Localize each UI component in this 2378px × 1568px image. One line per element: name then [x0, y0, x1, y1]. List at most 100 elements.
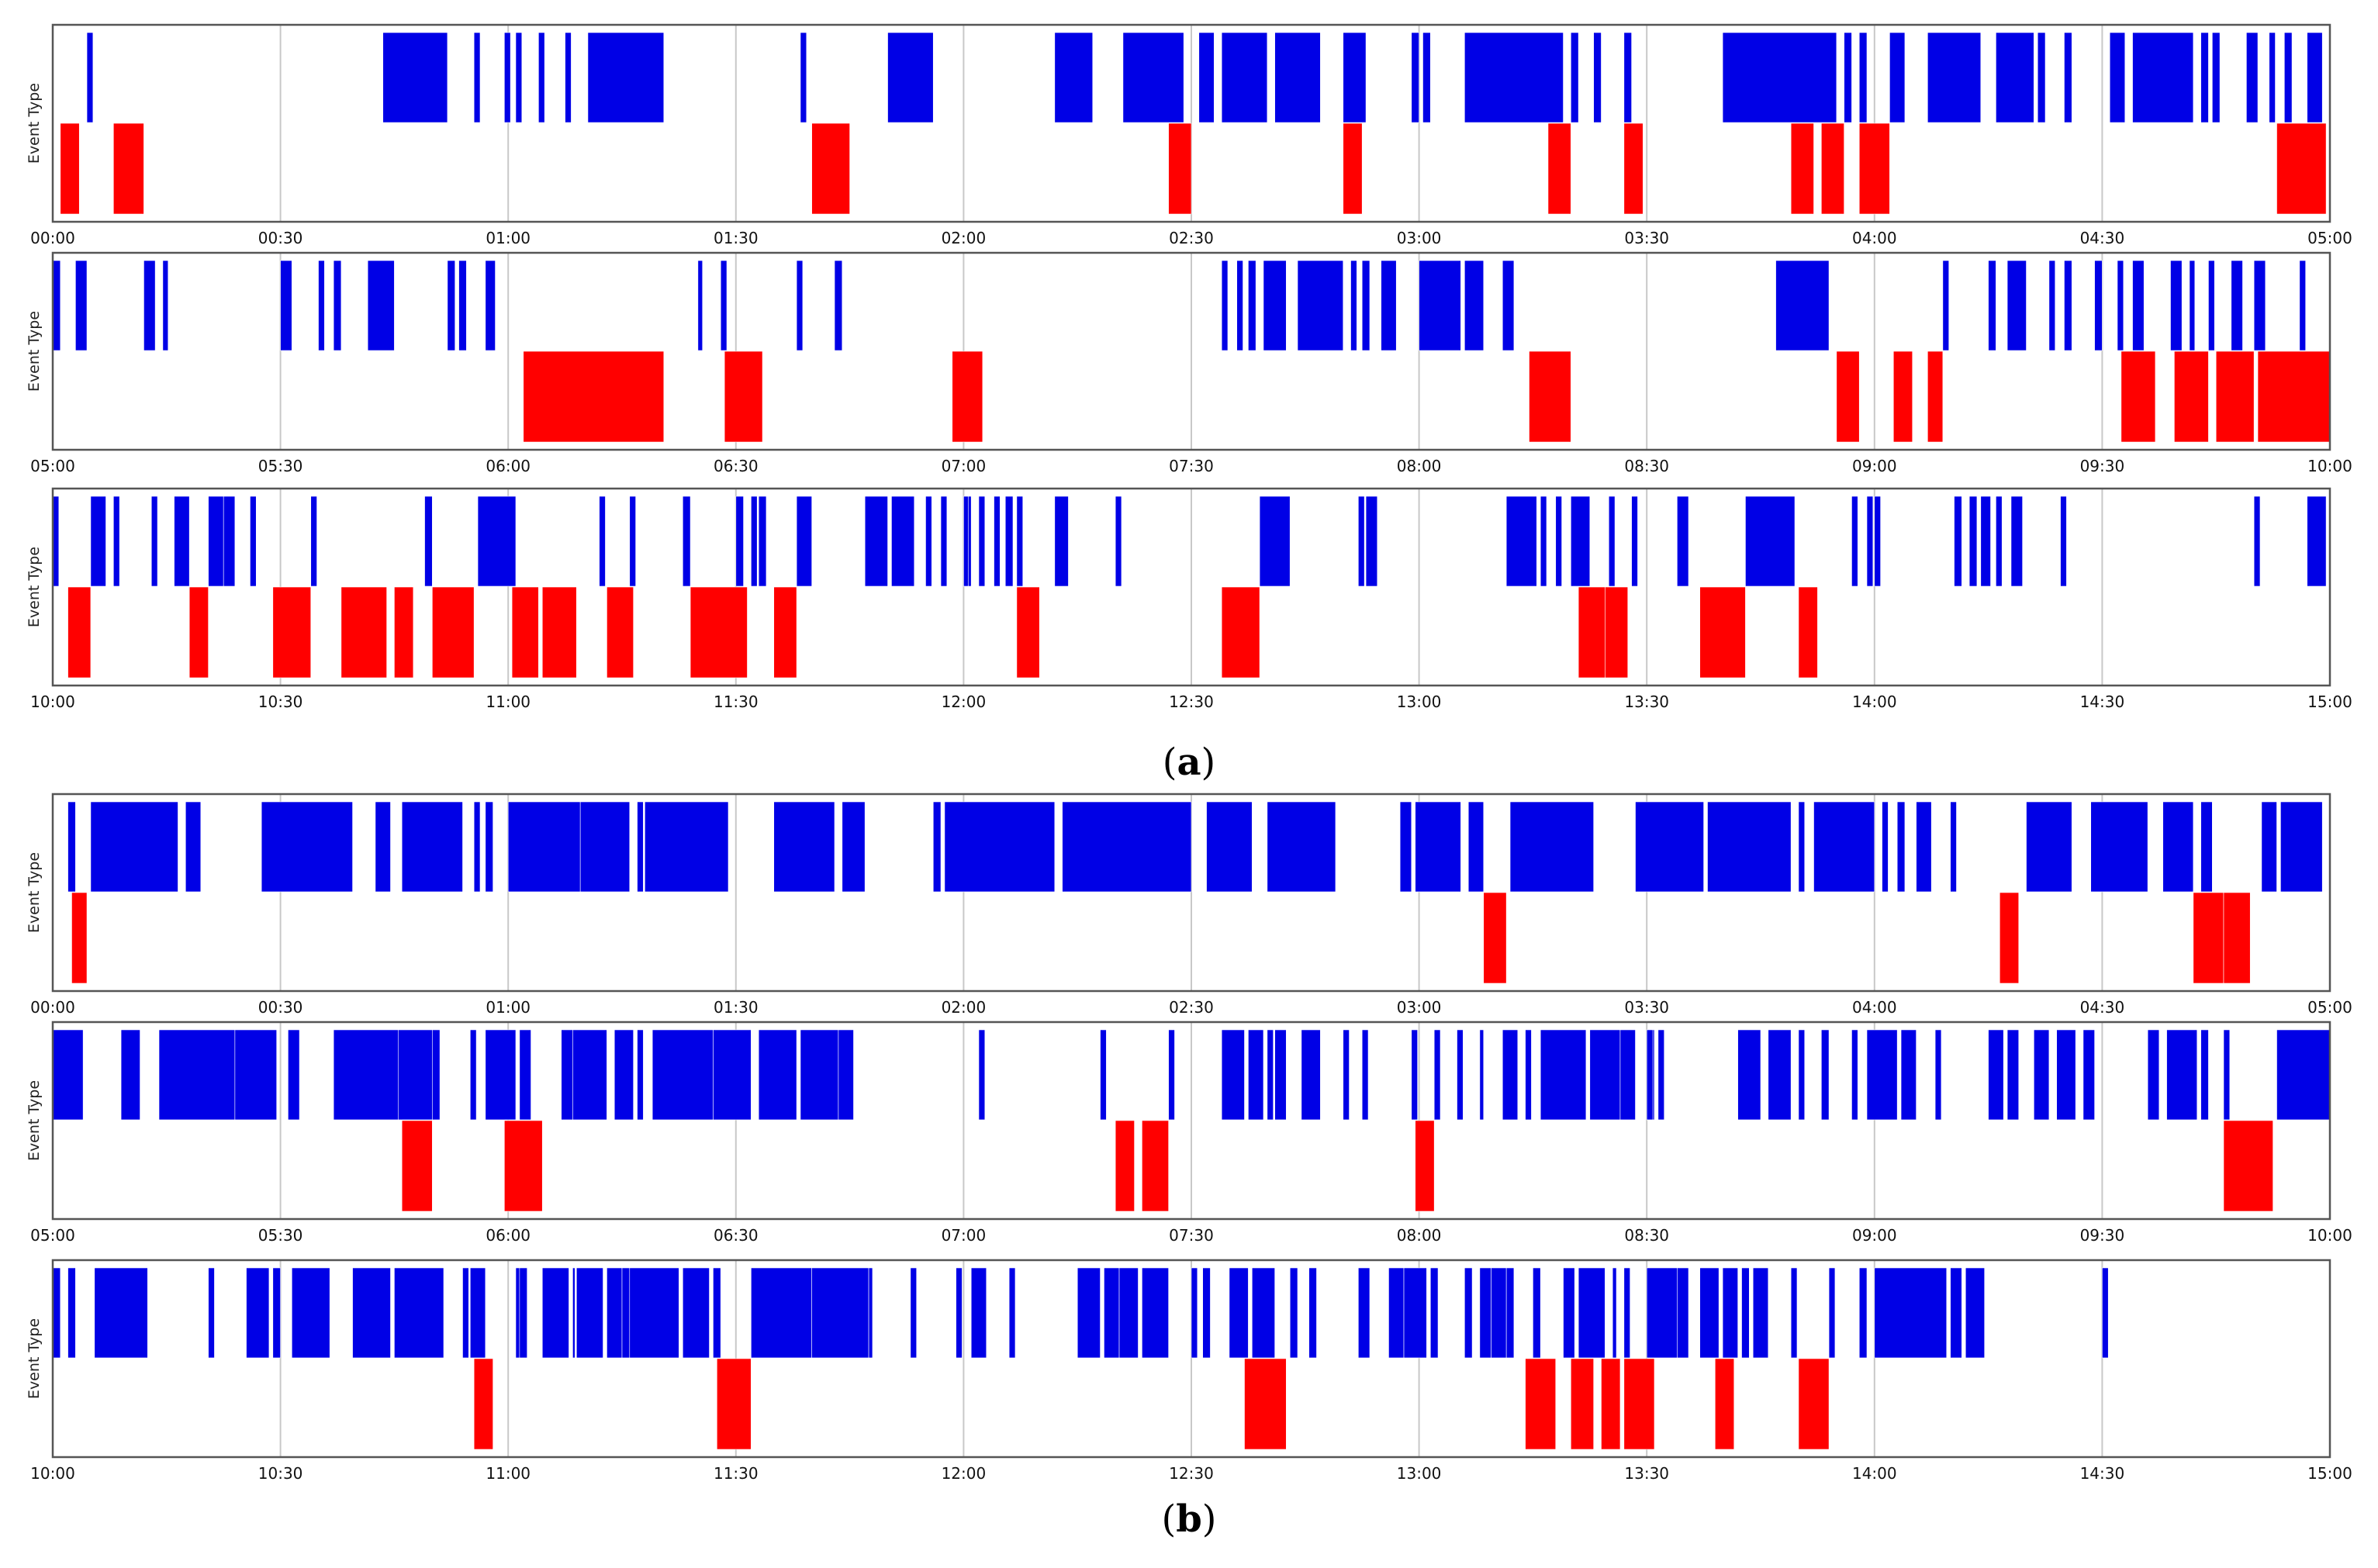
event-bar-type1	[800, 1029, 839, 1121]
event-bar-type1	[2200, 1029, 2209, 1121]
event-bar-type2	[1221, 586, 1260, 679]
event-bar-type2	[1115, 1120, 1135, 1212]
event-bar-type1	[397, 1029, 433, 1121]
event-bar-type1	[310, 496, 317, 587]
event-bar-type1	[1505, 496, 1537, 587]
event-bar-type2	[1892, 351, 1913, 443]
svg-text:(b): (b)	[1161, 1497, 1216, 1541]
event-bar-type1	[621, 1267, 631, 1359]
x-tick-label: 06:30	[714, 457, 759, 475]
x-tick-label: 13:30	[1624, 1464, 1669, 1483]
event-bar-type1	[1502, 1029, 1519, 1121]
event-bar-type2	[401, 1120, 433, 1212]
event-bar-type1	[864, 496, 888, 587]
event-bar-type2	[71, 892, 88, 984]
event-bar-type1	[2212, 32, 2221, 123]
event-bar-type1	[614, 1029, 634, 1121]
event-bar-type2	[511, 586, 539, 679]
event-bar-type1	[1202, 1267, 1211, 1359]
event-bar-type1	[2276, 1029, 2331, 1121]
event-bar-type1	[2223, 1029, 2231, 1121]
event-bar-type1	[208, 1267, 215, 1359]
event-bar-type1	[1388, 1267, 1405, 1359]
event-bar-type2	[952, 351, 983, 443]
event-bar-type1	[1741, 1267, 1750, 1359]
event-bar-type1	[288, 1029, 300, 1121]
event-bar-type1	[572, 1267, 575, 1359]
x-tick-label: 01:00	[486, 998, 531, 1017]
event-bar-type1	[112, 496, 120, 587]
event-bar-type1	[1077, 1267, 1101, 1359]
plot-frame	[51, 251, 2331, 451]
event-bar-type2	[504, 1120, 543, 1212]
x-tick-label: 09:00	[1852, 1226, 1897, 1245]
event-bar-type1	[1813, 801, 1875, 893]
x-tick-label: 03:30	[1624, 998, 1669, 1017]
event-bar-type2	[1168, 123, 1192, 215]
x-tick-label: 05:00	[30, 457, 75, 475]
event-bar-type1	[1308, 1267, 1317, 1359]
event-bar-type1	[485, 801, 493, 893]
event-bar-type1	[1540, 1029, 1587, 1121]
x-tick-label: 00:00	[30, 998, 75, 1017]
event-bar-type2	[1699, 586, 1746, 679]
event-bar-type1	[150, 496, 158, 587]
event-bar-type1	[462, 1267, 469, 1359]
event-bar-type1	[367, 260, 395, 351]
event-bar-type1	[800, 32, 807, 123]
x-tick-label: 11:30	[714, 1464, 759, 1483]
y-axis-label: Event Type	[26, 1318, 43, 1399]
event-bar-type1	[2056, 1029, 2076, 1121]
event-bar-type1	[1122, 32, 1184, 123]
event-bar-type1	[515, 32, 523, 123]
x-tick-label: 07:00	[942, 1226, 987, 1245]
event-bar-type1	[1965, 1267, 1986, 1359]
event-bar-type1	[75, 260, 88, 351]
event-bar-type1	[1828, 1267, 1836, 1359]
event-bar-type1	[1722, 1267, 1738, 1359]
event-bar-type2	[541, 586, 577, 679]
event-bar-type1	[565, 32, 572, 123]
event-bar-type1	[1419, 260, 1461, 351]
event-bar-type1	[1274, 32, 1321, 123]
event-bar-type1	[1236, 260, 1243, 351]
event-bar-type1	[1996, 496, 2003, 587]
event-bar-type1	[504, 32, 511, 123]
event-bar-type1	[485, 1029, 517, 1121]
event-bar-type1	[250, 496, 257, 587]
event-bar-type1	[1301, 1029, 1321, 1121]
event-bar-type1	[1464, 260, 1485, 351]
event-bar-type2	[1483, 892, 1507, 984]
event-bar-type1	[2307, 496, 2327, 587]
event-bar-type1	[796, 260, 804, 351]
x-tick-label: 09:30	[2080, 1226, 2125, 1245]
x-tick-label: 04:30	[2080, 229, 2125, 247]
x-tick-label: 04:30	[2080, 998, 2125, 1017]
event-bar-type1	[1996, 32, 2034, 123]
event-bar-type1	[1593, 32, 1602, 123]
event-bar-type1	[1198, 32, 1215, 123]
event-bar-type1	[1657, 1029, 1665, 1121]
x-tick-label: 15:00	[2307, 1464, 2352, 1483]
event-bar-type1	[375, 801, 391, 893]
event-bar-type1	[477, 496, 517, 587]
event-bar-type1	[1707, 801, 1792, 893]
event-bar-type1	[645, 801, 729, 893]
event-bar-type1	[652, 1029, 714, 1121]
event-bar-type1	[2307, 32, 2323, 123]
event-bar-type1	[834, 260, 843, 351]
event-bar-type1	[2094, 260, 2103, 351]
event-bar-type1	[1988, 260, 1996, 351]
event-bar-type1	[1350, 260, 1357, 351]
event-bar-type1	[2200, 801, 2213, 893]
event-bar-type1	[272, 1267, 281, 1359]
event-bar-type2	[432, 586, 475, 679]
event-bar-type2	[724, 351, 763, 443]
x-tick-label: 01:30	[714, 229, 759, 247]
event-bar-type1	[1267, 1029, 1274, 1121]
panel-b-3: 10:00 10:30 11:00 11:30 12:00 12:30 13:00 13:30…	[26, 1259, 2352, 1483]
event-bar-type1	[2060, 496, 2067, 587]
event-bar-type1	[1365, 496, 1378, 587]
event-bar-type2	[1547, 123, 1571, 215]
event-bar-type1	[1062, 801, 1192, 893]
